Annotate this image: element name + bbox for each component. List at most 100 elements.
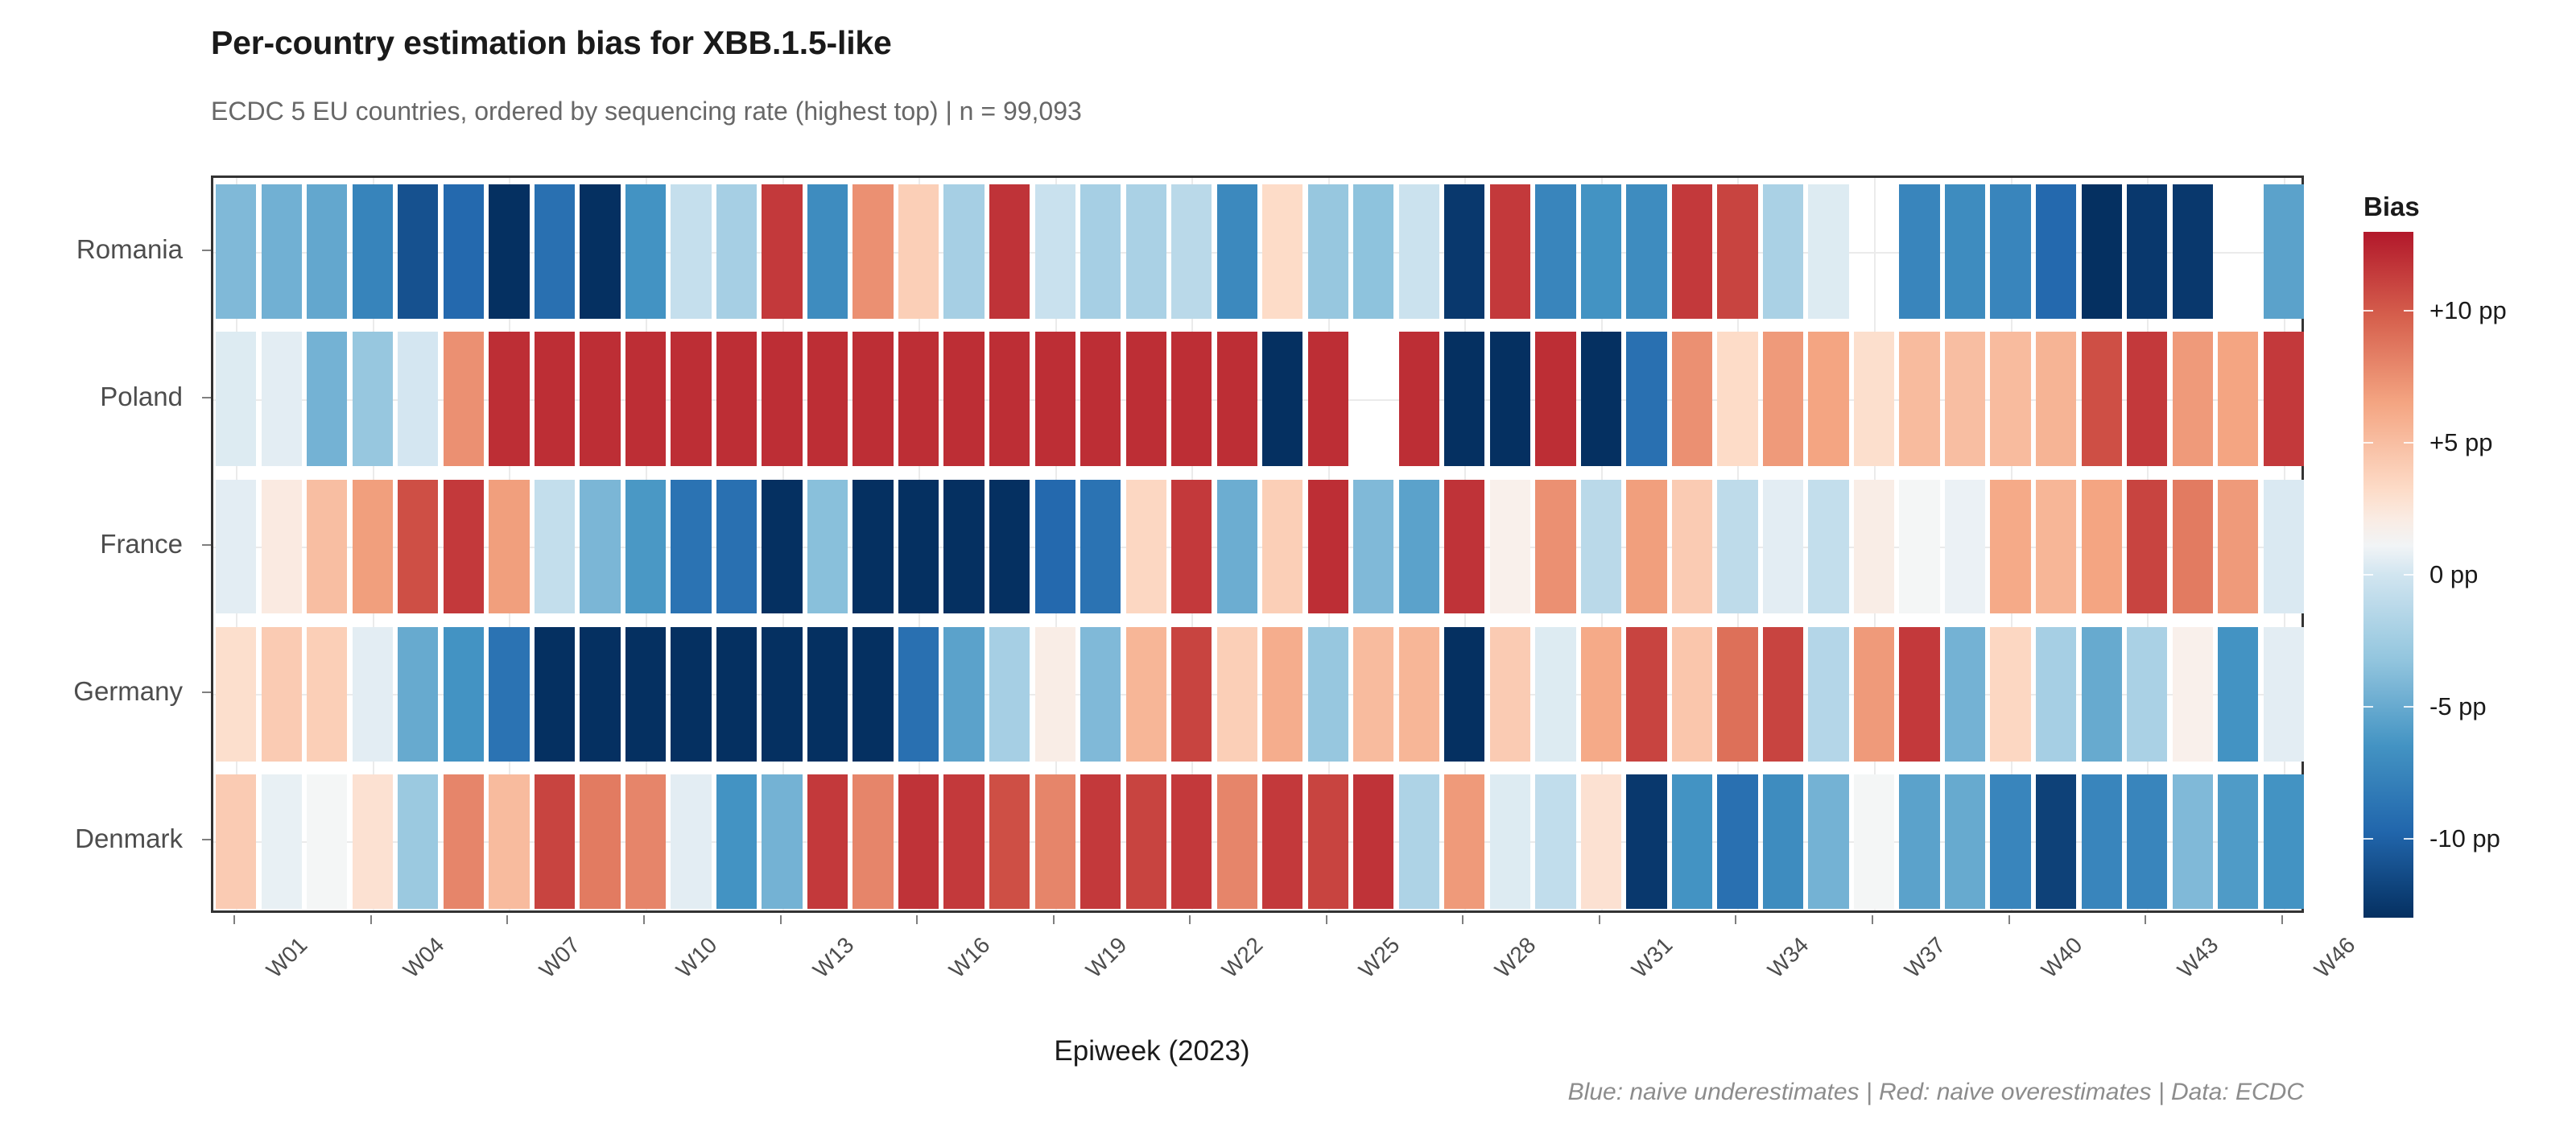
heatmap-cell[interactable] (489, 332, 530, 467)
heatmap-cell[interactable] (352, 479, 393, 614)
heatmap-cell[interactable] (352, 332, 393, 467)
heatmap-cell[interactable] (1626, 774, 1667, 909)
heatmap-cell[interactable] (1580, 774, 1622, 909)
heatmap-cell[interactable] (398, 626, 439, 762)
heatmap-cell[interactable] (1853, 774, 1895, 909)
heatmap-cell[interactable] (625, 626, 667, 762)
heatmap-cell[interactable] (807, 626, 848, 762)
heatmap-cell[interactable] (1535, 479, 1576, 614)
heatmap-cell[interactable] (1398, 626, 1439, 762)
heatmap-cell[interactable] (261, 332, 302, 467)
heatmap-cell[interactable] (1580, 184, 1622, 319)
heatmap-cell[interactable] (1717, 332, 1758, 467)
heatmap-cell[interactable] (1489, 479, 1530, 614)
heatmap-cell[interactable] (943, 626, 985, 762)
heatmap-cell[interactable] (2035, 774, 2077, 909)
heatmap-cell[interactable] (1171, 184, 1212, 319)
heatmap-cell[interactable] (1580, 479, 1622, 614)
heatmap-cell[interactable] (1216, 626, 1257, 762)
heatmap-cell[interactable] (2127, 626, 2168, 762)
heatmap-cell[interactable] (1034, 479, 1075, 614)
heatmap-cell[interactable] (898, 184, 939, 319)
heatmap-cell[interactable] (671, 774, 712, 909)
heatmap-cell[interactable] (852, 184, 894, 319)
heatmap-cell[interactable] (1853, 626, 1895, 762)
heatmap-cell[interactable] (989, 184, 1030, 319)
heatmap-cell[interactable] (1717, 184, 1758, 319)
heatmap-cell[interactable] (1489, 184, 1530, 319)
heatmap-cell[interactable] (443, 774, 484, 909)
heatmap-cell[interactable] (2218, 479, 2259, 614)
heatmap-cell[interactable] (398, 774, 439, 909)
heatmap-cell[interactable] (2218, 774, 2259, 909)
heatmap-cell[interactable] (943, 479, 985, 614)
heatmap-cell[interactable] (1444, 774, 1485, 909)
heatmap-cell[interactable] (716, 332, 758, 467)
heatmap-cell[interactable] (1853, 479, 1895, 614)
heatmap-cell[interactable] (1535, 626, 1576, 762)
heatmap-cell[interactable] (625, 184, 667, 319)
heatmap-cell[interactable] (716, 774, 758, 909)
heatmap-cell[interactable] (307, 626, 348, 762)
heatmap-cell[interactable] (1171, 774, 1212, 909)
heatmap-cell[interactable] (807, 774, 848, 909)
heatmap-cell[interactable] (1899, 184, 1940, 319)
heatmap-cell[interactable] (2127, 184, 2168, 319)
heatmap-cell[interactable] (2081, 626, 2122, 762)
heatmap-cell[interactable] (1671, 184, 1713, 319)
heatmap-cell[interactable] (307, 774, 348, 909)
heatmap-cell[interactable] (1125, 774, 1166, 909)
heatmap-cell[interactable] (1626, 332, 1667, 467)
heatmap-cell[interactable] (852, 479, 894, 614)
heatmap-cell[interactable] (2218, 332, 2259, 467)
heatmap-cell[interactable] (762, 184, 803, 319)
heatmap-cell[interactable] (534, 184, 576, 319)
heatmap-cell[interactable] (716, 626, 758, 762)
heatmap-cell[interactable] (762, 479, 803, 614)
heatmap-cell[interactable] (1171, 332, 1212, 467)
heatmap-cell[interactable] (762, 332, 803, 467)
heatmap-cell[interactable] (898, 774, 939, 909)
heatmap-cell[interactable] (580, 774, 621, 909)
heatmap-cell[interactable] (1307, 479, 1348, 614)
heatmap-cell[interactable] (261, 774, 302, 909)
heatmap-cell[interactable] (2035, 479, 2077, 614)
heatmap-cell[interactable] (216, 479, 257, 614)
heatmap-cell[interactable] (443, 479, 484, 614)
heatmap-cell[interactable] (216, 626, 257, 762)
heatmap-cell[interactable] (1853, 332, 1895, 467)
heatmap-cell[interactable] (2172, 479, 2213, 614)
heatmap-cell[interactable] (943, 332, 985, 467)
heatmap-cell[interactable] (1626, 184, 1667, 319)
heatmap-cell[interactable] (1398, 479, 1439, 614)
heatmap-cell[interactable] (1489, 774, 1530, 909)
heatmap-cell[interactable] (352, 626, 393, 762)
heatmap-cell[interactable] (1671, 479, 1713, 614)
heatmap-cell[interactable] (1353, 479, 1394, 614)
heatmap-cell[interactable] (1444, 184, 1485, 319)
heatmap-cell[interactable] (1899, 626, 1940, 762)
heatmap-cell[interactable] (1762, 479, 1804, 614)
heatmap-cell[interactable] (807, 479, 848, 614)
heatmap-cell[interactable] (398, 184, 439, 319)
heatmap-cell[interactable] (1125, 479, 1166, 614)
heatmap-cell[interactable] (489, 774, 530, 909)
heatmap-cell[interactable] (2081, 774, 2122, 909)
heatmap-cell[interactable] (1080, 332, 1121, 467)
heatmap-cell[interactable] (1535, 774, 1576, 909)
heatmap-cell[interactable] (1808, 479, 1849, 614)
heatmap-cell[interactable] (1762, 774, 1804, 909)
heatmap-cell[interactable] (307, 332, 348, 467)
heatmap-cell[interactable] (1353, 626, 1394, 762)
heatmap-cell[interactable] (1671, 332, 1713, 467)
heatmap-cell[interactable] (1944, 774, 1986, 909)
heatmap-cell[interactable] (1216, 184, 1257, 319)
heatmap-cell[interactable] (261, 479, 302, 614)
heatmap-cell[interactable] (2081, 332, 2122, 467)
heatmap-cell[interactable] (1808, 184, 1849, 319)
heatmap-cell[interactable] (2035, 184, 2077, 319)
heatmap-cell[interactable] (1762, 184, 1804, 319)
heatmap-cell[interactable] (625, 332, 667, 467)
heatmap-cell[interactable] (1171, 626, 1212, 762)
heatmap-cell[interactable] (716, 479, 758, 614)
